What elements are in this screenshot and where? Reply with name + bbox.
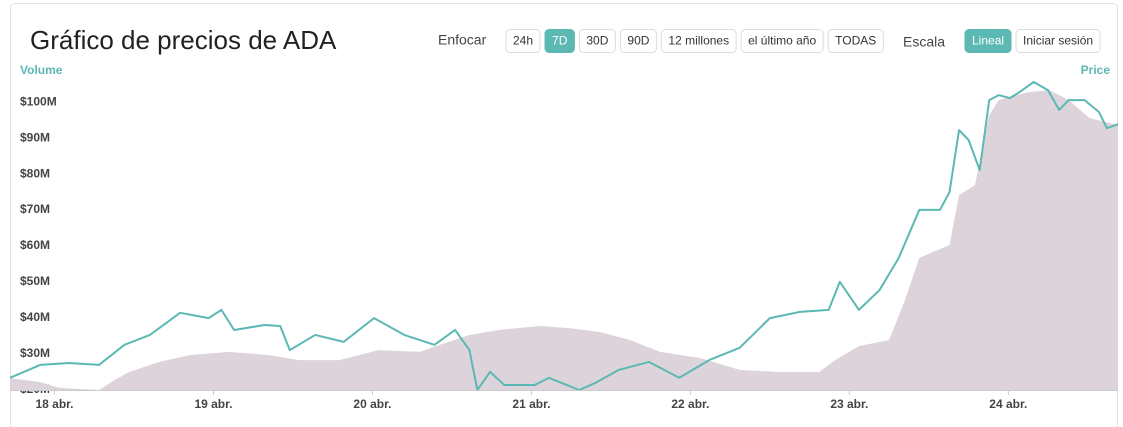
button[interactable] (740, 29, 824, 53)
x-tick-label: 19 abr. (194, 397, 232, 411)
y2-axis-label: Price (1081, 63, 1111, 77)
button[interactable] (964, 29, 1012, 53)
x-tick-label: 21 abr. (512, 397, 550, 411)
button[interactable] (660, 29, 737, 53)
button[interactable] (1015, 29, 1101, 53)
button-label[interactable]: 24h (513, 34, 533, 48)
y-tick-label: $40M (20, 310, 50, 324)
chart-title: Gráfico de precios de ADA (30, 25, 337, 55)
y-tick-label: $70M (20, 202, 50, 216)
x-tick-label: 23 abr. (830, 397, 868, 411)
button[interactable] (827, 29, 884, 53)
y-tick-label: $60M (20, 238, 50, 252)
scale-label: Escala (903, 34, 945, 50)
zoom-label: Enfocar (438, 32, 487, 48)
button-label[interactable]: 30D (586, 34, 608, 48)
y-axis-label: Volume (20, 63, 63, 77)
button-label[interactable]: TODAS (835, 34, 876, 48)
x-tick-label: 20 abr. (353, 397, 391, 411)
x-tick-label: 24 abr. (989, 397, 1027, 411)
x-tick-label: 18 abr. (35, 397, 73, 411)
x-tick-label: 22 abr. (671, 397, 709, 411)
button[interactable] (619, 29, 657, 53)
y-tick-label: $100M (20, 94, 57, 108)
button[interactable] (578, 29, 616, 53)
button-label[interactable]: 7D (552, 34, 568, 48)
y-tick-label: $30M (20, 346, 50, 360)
button-label[interactable]: 12 millones (668, 34, 729, 48)
y-tick-label: $90M (20, 130, 50, 144)
price-line (9, 80, 1119, 391)
y-tick-label: $80M (20, 166, 50, 180)
button-label[interactable]: Lineal (972, 34, 1004, 48)
button-label[interactable]: 90D (627, 34, 649, 48)
button[interactable] (505, 29, 541, 53)
button[interactable] (544, 29, 575, 53)
volume-area (10, 90, 1118, 390)
button-label[interactable]: Iniciar sesión (1023, 34, 1093, 48)
button-label[interactable]: el último año (748, 34, 816, 48)
y-tick-label: $50M (20, 274, 50, 288)
